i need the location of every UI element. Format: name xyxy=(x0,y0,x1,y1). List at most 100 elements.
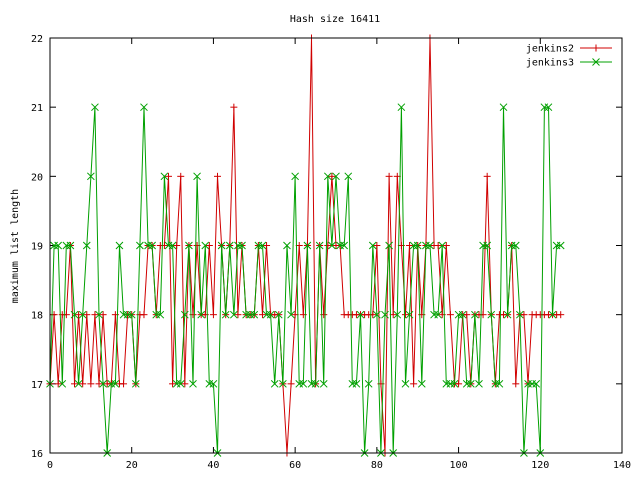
data-point xyxy=(417,379,426,388)
data-point xyxy=(413,241,422,250)
data-point xyxy=(87,172,95,181)
data-point xyxy=(266,310,275,319)
series-markers-jenkins3 xyxy=(46,103,565,457)
data-point xyxy=(214,172,222,180)
data-point xyxy=(197,310,206,319)
data-point xyxy=(74,379,83,388)
data-point xyxy=(381,310,389,319)
data-point xyxy=(54,380,62,388)
data-point xyxy=(385,172,393,180)
data-point xyxy=(189,379,197,388)
chart-title: Hash size 16411 xyxy=(290,14,380,25)
data-point xyxy=(332,172,340,181)
data-point xyxy=(406,242,414,249)
data-point xyxy=(87,380,95,388)
data-point xyxy=(164,172,172,180)
series-line-jenkins3 xyxy=(49,106,561,454)
data-point xyxy=(168,241,177,250)
data-point xyxy=(385,241,393,250)
data-point xyxy=(287,380,295,388)
data-point xyxy=(70,310,79,319)
data-point xyxy=(516,310,524,319)
data-point xyxy=(95,380,103,388)
data-point xyxy=(173,242,181,249)
data-point xyxy=(230,103,238,111)
data-point xyxy=(193,172,201,181)
data-point xyxy=(324,242,332,249)
x-tick-label: 0 xyxy=(47,460,53,471)
axis-ticks: 0 20 40 60 80 100 120 140 16 17 18 19 20 21 22 xyxy=(31,34,631,471)
data-point xyxy=(557,311,565,319)
data-point xyxy=(177,172,185,180)
data-point xyxy=(250,310,259,319)
data-point xyxy=(373,310,381,319)
data-point xyxy=(181,380,189,388)
data-point xyxy=(180,310,189,319)
data-point xyxy=(410,380,418,388)
x-tick-label: 80 xyxy=(371,460,383,471)
data-point xyxy=(434,242,442,249)
data-point xyxy=(373,242,381,249)
data-point xyxy=(466,379,475,388)
data-point xyxy=(209,379,218,388)
data-point xyxy=(495,379,504,388)
data-point xyxy=(156,310,165,319)
data-point xyxy=(283,241,291,250)
data-point xyxy=(279,379,287,388)
data-point xyxy=(71,380,79,388)
data-point xyxy=(185,241,193,250)
data-point xyxy=(556,241,565,250)
data-point xyxy=(217,241,226,250)
data-point xyxy=(458,310,467,319)
data-point xyxy=(95,310,103,319)
data-point xyxy=(111,379,120,388)
data-point xyxy=(499,103,508,112)
x-tick-label: 140 xyxy=(613,460,631,471)
data-point xyxy=(328,241,336,250)
data-point xyxy=(368,241,377,250)
x-tick-label: 100 xyxy=(450,460,468,471)
data-point xyxy=(136,241,144,250)
data-point xyxy=(225,241,234,250)
data-point xyxy=(532,379,541,388)
data-point xyxy=(83,311,91,319)
data-point xyxy=(230,310,238,319)
y-tick-label: 19 xyxy=(31,242,43,253)
y-tick-label: 16 xyxy=(31,449,43,460)
x-tick-label: 60 xyxy=(289,460,301,471)
legend-marker xyxy=(592,44,600,52)
y-axis-label: maximum list length xyxy=(10,189,21,303)
data-point xyxy=(434,310,442,319)
data-point xyxy=(234,311,242,319)
data-point xyxy=(209,311,217,319)
data-point xyxy=(221,310,230,319)
data-point xyxy=(291,172,299,181)
data-point xyxy=(344,172,353,181)
data-point xyxy=(91,103,99,112)
data-point xyxy=(66,241,75,250)
legend: jenkins2 jenkins3 xyxy=(526,44,612,69)
data-point xyxy=(503,310,512,319)
data-point xyxy=(287,310,295,319)
data-point xyxy=(471,310,479,319)
data-point xyxy=(483,241,492,250)
data-point xyxy=(328,172,336,180)
data-point xyxy=(78,310,87,319)
data-point xyxy=(520,311,528,319)
data-point xyxy=(299,379,308,388)
data-point xyxy=(315,241,324,250)
data-point xyxy=(99,311,107,319)
data-point xyxy=(450,379,459,388)
x-tick-label: 120 xyxy=(531,460,549,471)
data-point xyxy=(131,379,140,388)
data-point xyxy=(401,311,409,319)
data-point xyxy=(356,310,365,319)
legend-label: jenkins3 xyxy=(526,58,574,69)
data-point xyxy=(405,310,414,319)
data-point xyxy=(115,241,124,250)
data-point xyxy=(401,379,410,388)
data-point xyxy=(364,379,373,388)
data-point xyxy=(393,310,402,319)
data-point xyxy=(463,311,471,319)
